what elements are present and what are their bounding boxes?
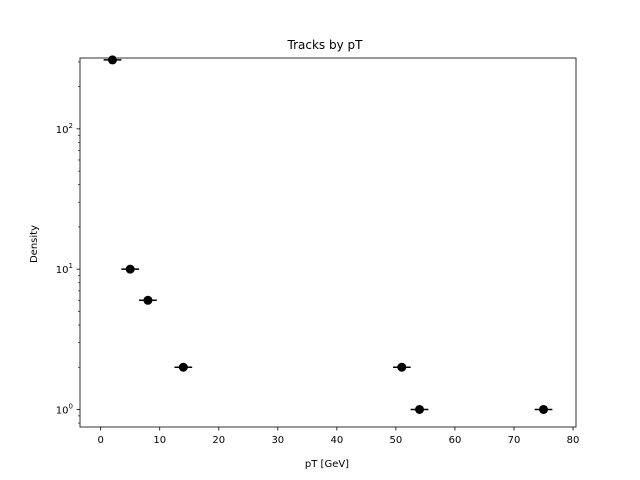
- y-axis-label: Density: [29, 225, 40, 263]
- data-points: [103, 55, 553, 414]
- x-tick-label: 30: [271, 435, 284, 446]
- plot-frame: [79, 57, 577, 428]
- data-point: [539, 404, 549, 414]
- x-tick-label: 50: [390, 435, 403, 446]
- data-point: [107, 55, 117, 65]
- x-tick-label: 10: [153, 435, 166, 446]
- x-tick-label: 70: [508, 435, 521, 446]
- chart-title: Tracks by pT: [287, 38, 364, 52]
- y-axis: 100 101 102: [56, 61, 80, 424]
- data-point: [415, 404, 425, 414]
- y-tick-label: 101: [56, 262, 73, 276]
- y-tick-label: 102: [56, 122, 73, 136]
- x-tick-label: 0: [97, 435, 103, 446]
- y-tick-label: 100: [56, 402, 73, 416]
- data-point: [397, 362, 407, 372]
- x-axis-label: pT [GeV]: [305, 459, 349, 470]
- x-tick-label: 20: [212, 435, 225, 446]
- x-tick-label: 60: [449, 435, 462, 446]
- x-tick-label: 40: [330, 435, 343, 446]
- data-point: [143, 295, 153, 305]
- x-axis: 0 10 20 30 40 50 60 70 80: [97, 427, 579, 446]
- data-point: [178, 362, 188, 372]
- plot-area: [79, 57, 577, 428]
- data-point: [125, 264, 135, 274]
- x-tick-label: 80: [567, 435, 580, 446]
